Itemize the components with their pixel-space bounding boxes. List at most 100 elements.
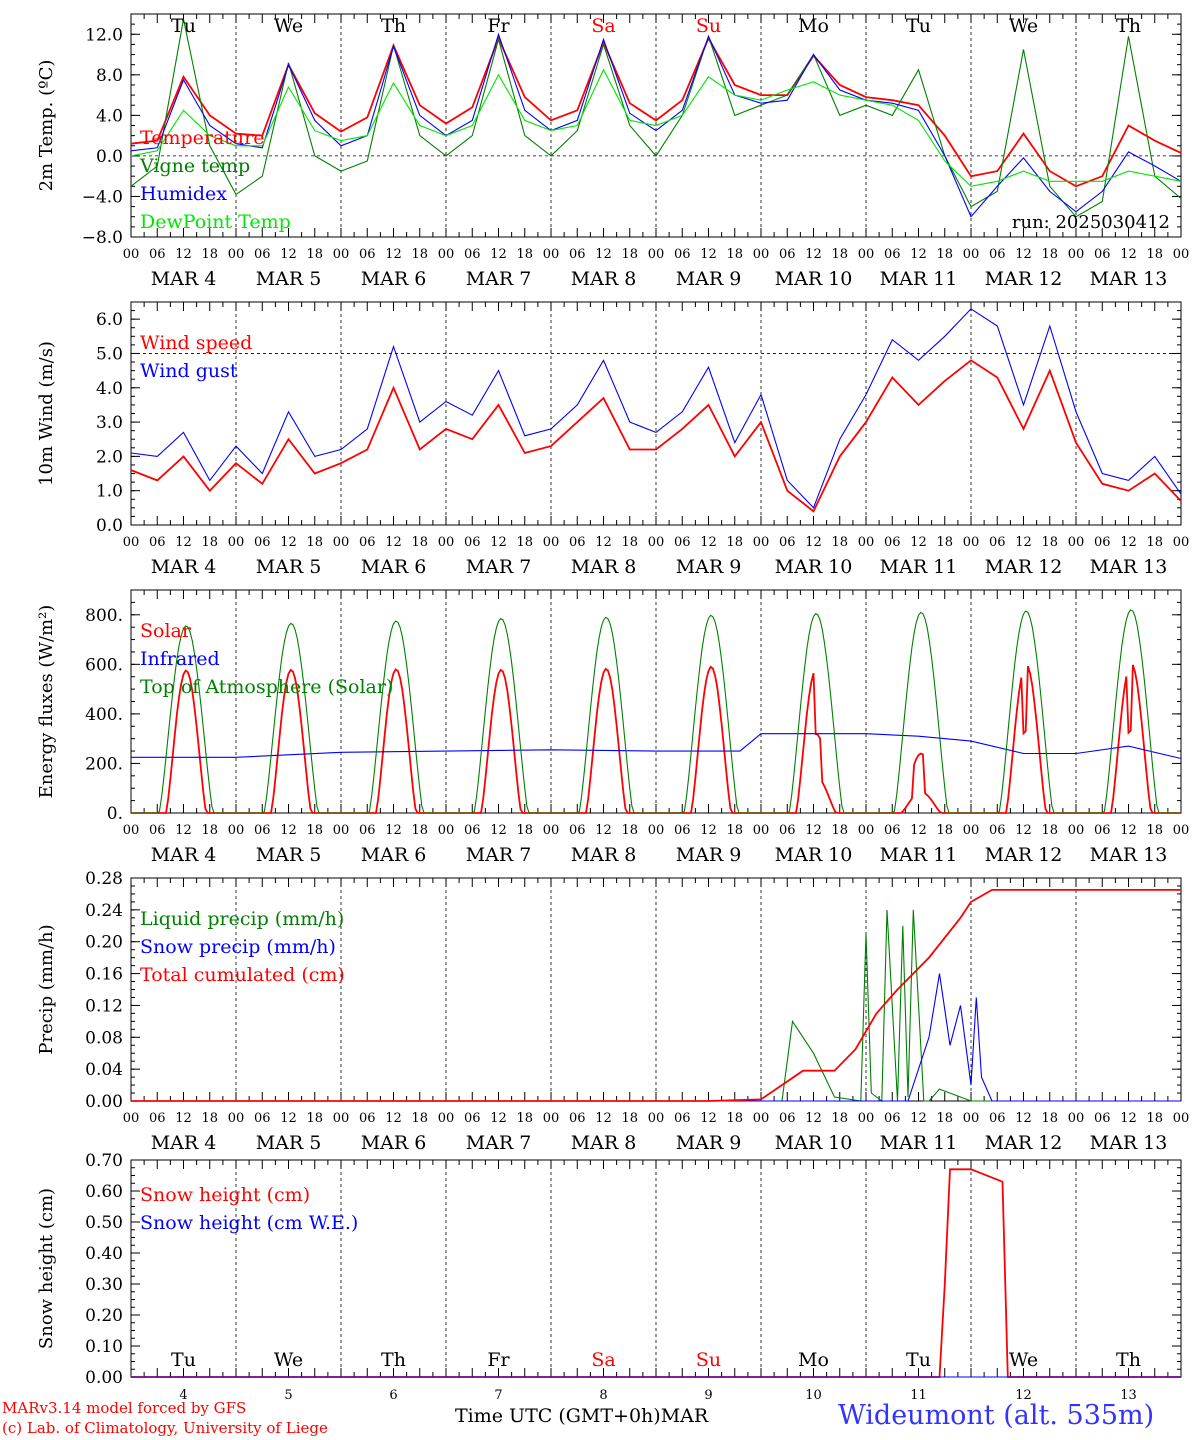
hour-tick-label: 00 [753,247,770,262]
legend-entry: DewPoint Temp [140,211,291,233]
hour-tick-label: 00 [858,823,875,838]
hour-tick-label: 00 [228,1111,245,1126]
weekday-label: Th [381,15,406,37]
hour-tick-label: 00 [228,535,245,550]
weekday-label: Mo [798,1349,829,1371]
legend-entry: Top of Atmosphere (Solar) [140,676,393,698]
legend-entry: Snow height (cm W.E.) [140,1212,358,1234]
hour-tick-label: 00 [963,823,980,838]
hour-tick-label: 18 [726,535,743,550]
date-label: MAR 13 [1090,844,1168,866]
hour-tick-label: 00 [123,823,140,838]
day-number-label: 12 [1015,1388,1032,1403]
legend-entry: Snow precip (mm/h) [140,936,336,958]
date-label: MAR 10 [775,268,853,290]
hour-tick-label: 12 [805,823,822,838]
weekday-label: Su [696,15,721,37]
hour-tick-label: 00 [1068,247,1085,262]
hour-tick-label: 18 [411,823,428,838]
hour-tick-label: 00 [1173,535,1190,550]
hour-tick-label: 00 [438,1111,455,1126]
hour-tick-label: 18 [1146,823,1163,838]
hour-tick-label: 12 [805,247,822,262]
hour-tick-label: 12 [1120,1111,1137,1126]
hour-tick-label: 00 [1068,1111,1085,1126]
hour-tick-label: 06 [989,1111,1006,1126]
hour-tick-label: 12 [280,1111,297,1126]
hour-tick-label: 12 [1015,535,1032,550]
hour-tick-label: 00 [963,535,980,550]
hour-tick-label: 18 [831,247,848,262]
hour-tick-label: 12 [385,1111,402,1126]
legend-entry: Total cumulated (cm) [140,964,345,986]
y-tick-label: 8.0 [96,66,123,86]
hour-tick-label: 00 [648,823,665,838]
hour-tick-label: 00 [228,247,245,262]
hour-tick-label: 18 [936,247,953,262]
legend-entry: Liquid precip (mm/h) [140,908,344,930]
y-tick-label: 0.0 [96,516,123,536]
date-label: MAR 8 [571,556,637,578]
weekday-label: We [1009,1349,1038,1371]
hour-tick-label: 06 [254,1111,271,1126]
hour-tick-label: 12 [385,247,402,262]
date-label: MAR 5 [256,268,322,290]
legend-entry: Temperature [140,127,264,149]
hour-tick-label: 12 [805,1111,822,1126]
hour-tick-label: 06 [1094,823,1111,838]
series-line [130,359,1182,513]
hour-tick-label: 00 [858,247,875,262]
hour-tick-label: 18 [516,823,533,838]
y-tick-label: 200. [85,754,123,774]
hour-tick-label: 12 [490,823,507,838]
hour-tick-label: 12 [700,823,717,838]
y-tick-label: 4.0 [96,379,123,399]
hour-tick-label: 12 [700,247,717,262]
day-number-label: 13 [1120,1388,1137,1403]
hour-tick-label: 00 [1173,1111,1190,1126]
hour-tick-label: 06 [359,535,376,550]
model-credit: MARv3.14 model forced by GFS [2,1399,247,1417]
date-label: MAR 13 [1090,268,1168,290]
legend-entry: Humidex [140,183,227,205]
hour-tick-label: 06 [989,823,1006,838]
hour-tick-label: 00 [858,535,875,550]
hour-tick-label: 18 [1041,823,1058,838]
hour-tick-label: 06 [149,247,166,262]
y-tick-label: 5.0 [96,344,123,364]
y-tick-label: 0.12 [85,996,123,1016]
hour-tick-label: 12 [595,247,612,262]
date-label: MAR 4 [151,268,217,290]
hour-tick-label: 06 [674,535,691,550]
hour-tick-label: 06 [674,823,691,838]
y-tick-label: 600. [85,655,123,675]
legend-entry: Solar [140,620,192,642]
hour-tick-label: 06 [464,823,481,838]
hour-tick-label: 12 [385,823,402,838]
hour-tick-label: 18 [201,1111,218,1126]
run-label: run: 2025030412 [1012,212,1170,233]
hour-tick-label: 12 [175,1111,192,1126]
weekday-label: We [1009,15,1038,37]
date-label: MAR 6 [361,844,427,866]
day-number-label: 4 [179,1388,187,1403]
series-line [130,308,1182,509]
hour-tick-label: 18 [936,535,953,550]
hour-tick-label: 12 [385,535,402,550]
station-title: Wideumont (alt. 535m) [838,1400,1155,1431]
y-tick-label: 0.20 [85,933,123,953]
hour-tick-label: 06 [464,535,481,550]
hour-tick-label: 06 [569,247,586,262]
hour-tick-label: 18 [621,1111,638,1126]
date-label: MAR 7 [466,556,532,578]
hour-tick-label: 00 [123,1111,140,1126]
hour-tick-label: 18 [621,247,638,262]
panel-temperature: 2m Temp. (ºC) [36,13,1182,238]
hour-tick-label: 00 [438,823,455,838]
hour-tick-label: 00 [1068,535,1085,550]
day-number-label: 5 [284,1388,292,1403]
y-tick-label: 1.0 [96,482,123,502]
hour-tick-label: 18 [1041,247,1058,262]
hour-tick-label: 00 [648,247,665,262]
y-tick-label: 0.70 [85,1151,123,1171]
